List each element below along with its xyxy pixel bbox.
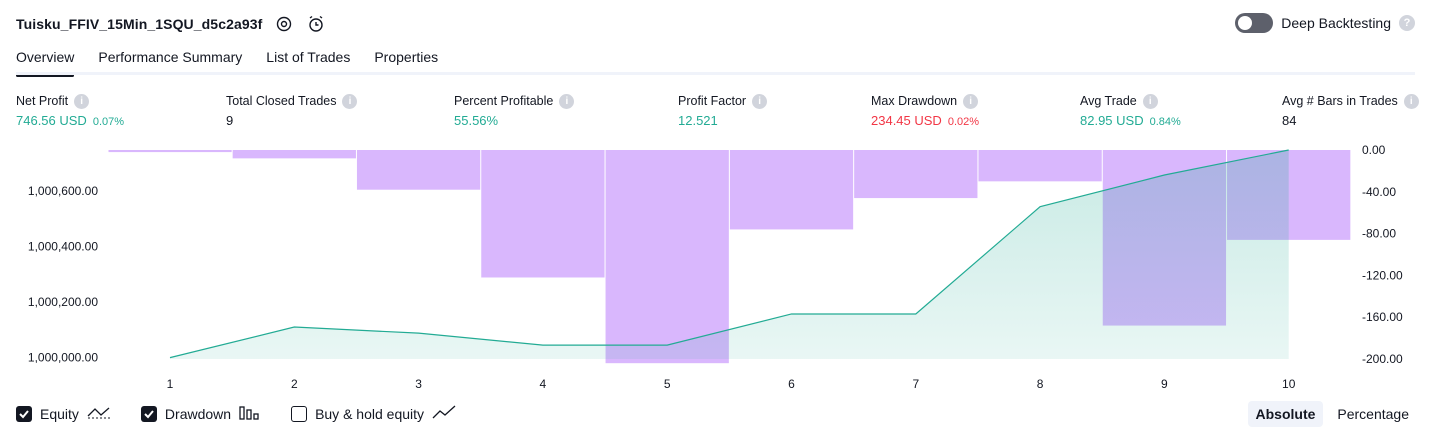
metric-value: 234.45 USD [871,113,942,128]
legend-label: Drawdown [164,405,232,422]
info-icon[interactable]: i [1142,93,1158,109]
metric-value: 84 [1282,113,1297,128]
x-axis-tick-label: 3 [415,377,422,391]
gear-icon[interactable] [274,14,294,34]
metric-label: Avg Trade [1080,94,1137,108]
metric-percent-profitable: Percent Profitable i 55.56% [454,93,575,128]
scale-toggle: Absolute Percentage [1247,401,1418,427]
drawdown-checkbox[interactable] [140,405,157,422]
tab-bar: Overview Performance Summary List of Tra… [16,48,439,77]
metric-value: 9 [226,113,234,128]
legend-label: Equity [40,405,79,422]
info-icon[interactable]: i [1403,93,1419,109]
x-axis-tick-label: 4 [540,377,547,391]
metric-percent: 0.84% [1149,116,1181,128]
x-axis-tick-label: 10 [1282,377,1296,391]
info-icon[interactable]: i [752,93,768,109]
info-icon[interactable]: i [342,93,358,109]
metric-label: Avg # Bars in Trades [1282,94,1398,108]
absolute-button[interactable]: Absolute [1247,401,1324,427]
legend-equity[interactable]: Equity [16,404,111,423]
legend-label: Buy & hold equity [315,405,425,422]
metric-avg-bars-in-trades: Avg # Bars in Trades i 84 [1282,93,1419,128]
x-axis-tick-label: 2 [291,377,298,391]
left-axis-tick-label: 1,000,400.00 [28,239,98,253]
equity-line [169,149,1289,359]
metric-percent: 0.02% [947,116,980,128]
drawdown-bar [605,150,729,364]
drawdown-bar [481,150,605,278]
equity-checkbox[interactable] [16,405,32,422]
percentage-button[interactable]: Percentage [1337,406,1409,422]
info-icon[interactable]: i [74,93,90,109]
left-axis-tick-label: 1,000,000.00 [28,351,98,365]
metric-max-drawdown: Max Drawdown i 234.45 USD 0.02% [871,93,979,128]
tab-overview[interactable]: Overview [16,48,75,77]
right-axis-tick-label: -40.00 [1362,185,1396,199]
metric-label: Max Drawdown [871,94,958,108]
chart-legend: Equity Drawdown Buy & hold equity [16,404,486,423]
legend-drawdown[interactable]: Drawdown [140,404,261,423]
strategy-header: Tuisku_FFIV_15Min_1SQU_d5c2a93f [16,12,326,36]
drawdown-bars-icon [239,404,261,423]
drawdown-bar [356,150,481,190]
metric-label: Profit Factor [678,94,747,108]
drawdown-bar [729,150,854,230]
metric-avg-trade: Avg Trade i 82.95 USD 0.84% [1080,93,1181,128]
drawdown-bar [108,150,232,153]
drawdown-bar [1102,150,1227,326]
metric-label: Percent Profitable [454,94,554,108]
deep-backtesting-label: Deep Backtesting [1281,15,1391,31]
x-axis-tick-label: 5 [664,377,671,391]
legend-buy-hold-equity[interactable]: Buy & hold equity [291,404,456,423]
metric-net-profit: Net Profit i 746.56 USD 0.07% [16,93,124,128]
x-axis-tick-label: 7 [912,377,919,391]
tab-performance-summary[interactable]: Performance Summary [98,49,243,65]
x-axis-tick-label: 9 [1161,377,1168,391]
metric-value: 746.56 USD [16,113,87,128]
x-axis-tick-label: 8 [1037,377,1044,391]
metric-percent: 0.07% [92,116,125,128]
x-axis-tick-label: 1 [167,377,174,391]
left-axis-tick-label: 1,000,600.00 [28,184,98,198]
deep-backtesting-control: Deep Backtesting ? [1235,13,1415,33]
right-axis-tick-label: 0.00 [1362,143,1386,157]
metric-total-closed-trades: Total Closed Trades i 9 [226,93,358,128]
right-axis-tick-label: -80.00 [1362,227,1396,241]
buy-hold-line-icon [432,404,456,423]
right-axis-tick-label: -160.00 [1362,310,1403,324]
drawdown-bar [1227,150,1351,240]
metric-value: 12.521 [678,113,718,128]
right-axis-tick-label: -200.00 [1362,352,1403,366]
buy-hold-checkbox[interactable] [291,405,308,422]
deep-backtesting-toggle[interactable] [1235,13,1274,33]
metric-profit-factor: Profit Factor i 12.521 [678,93,768,128]
drawdown-bar [232,150,356,159]
strategy-name: Tuisku_FFIV_15Min_1SQU_d5c2a93f [16,16,263,32]
alarm-clock-plus-icon[interactable] [306,14,326,34]
metric-label: Net Profit [16,94,69,108]
drawdown-bar [978,150,1102,182]
right-axis-tick-label: -120.00 [1362,268,1403,282]
info-icon[interactable]: i [559,93,575,109]
metric-label: Total Closed Trades [226,94,337,108]
info-icon[interactable]: i [963,93,979,109]
help-icon[interactable]: ? [1399,15,1415,31]
tab-list-of-trades[interactable]: List of Trades [266,49,351,65]
equity-area [170,150,1289,359]
metric-value: 82.95 USD [1080,113,1144,128]
tab-properties[interactable]: Properties [374,49,439,65]
equity-line-icon [87,404,111,423]
x-axis-tick-label: 6 [788,377,795,391]
metric-value: 55.56% [454,113,499,128]
drawdown-bar [854,150,978,199]
tab-divider [16,72,1415,75]
left-axis-tick-label: 1,000,200.00 [28,295,98,309]
